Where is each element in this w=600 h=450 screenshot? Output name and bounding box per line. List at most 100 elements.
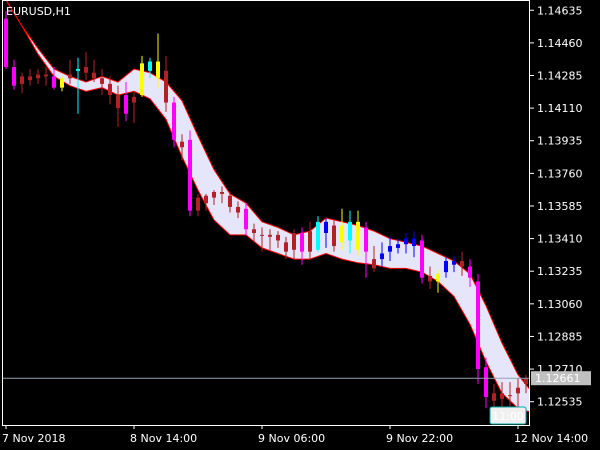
candle-body bbox=[244, 208, 248, 230]
candle-body bbox=[428, 275, 432, 282]
candle bbox=[268, 229, 272, 250]
candle-body bbox=[348, 221, 352, 241]
candle-body bbox=[28, 76, 32, 81]
y-tick-label: 1.12535 bbox=[537, 396, 583, 409]
candle bbox=[12, 59, 16, 90]
candle bbox=[220, 186, 224, 204]
candle bbox=[276, 231, 280, 248]
candle bbox=[212, 190, 216, 206]
y-tick-label: 1.13060 bbox=[537, 298, 583, 311]
candle-body bbox=[156, 61, 160, 79]
x-axis: 7 Nov 2018 8 Nov 14:00 9 Nov 06:00 9 Nov 22… bbox=[2, 425, 588, 445]
candle bbox=[180, 134, 184, 161]
candle bbox=[316, 216, 320, 252]
candle bbox=[452, 255, 456, 273]
candle bbox=[164, 55, 168, 112]
candle bbox=[4, 11, 8, 69]
candle bbox=[252, 223, 256, 243]
candle bbox=[364, 221, 368, 278]
candle bbox=[140, 55, 144, 97]
candle bbox=[124, 82, 128, 122]
y-tick-label: 1.14460 bbox=[537, 37, 583, 50]
candle-body bbox=[364, 227, 368, 252]
candle-body bbox=[380, 253, 384, 260]
candle-body bbox=[68, 74, 72, 79]
candle bbox=[244, 203, 248, 235]
candle-body bbox=[316, 221, 320, 250]
candle bbox=[196, 193, 200, 217]
candle-body bbox=[500, 393, 504, 399]
candle bbox=[68, 59, 72, 84]
candle bbox=[388, 236, 392, 261]
x-tick-label: 12 Nov 14:00 bbox=[514, 432, 588, 445]
candle bbox=[156, 33, 160, 88]
candle-body bbox=[252, 229, 256, 234]
candle bbox=[60, 76, 64, 92]
y-tick-label: 1.13585 bbox=[537, 200, 583, 213]
candle bbox=[508, 382, 512, 411]
candle-body bbox=[276, 234, 280, 241]
candle-body bbox=[332, 225, 336, 247]
candle-body bbox=[76, 68, 80, 71]
candle-body bbox=[324, 221, 328, 234]
candle-body bbox=[204, 195, 208, 204]
candle bbox=[92, 59, 96, 83]
band-lower-line bbox=[5, 0, 531, 413]
candle bbox=[332, 219, 336, 252]
candle-body bbox=[476, 281, 480, 370]
candle-body bbox=[124, 95, 128, 114]
candle-body bbox=[292, 233, 296, 250]
candle-body bbox=[44, 74, 48, 77]
candle bbox=[132, 91, 136, 124]
candle-body bbox=[356, 221, 360, 250]
candle-body bbox=[492, 393, 496, 401]
y-tick-label: 1.13760 bbox=[537, 167, 583, 180]
candle bbox=[396, 238, 400, 254]
candle-body bbox=[60, 78, 64, 88]
candle-body bbox=[308, 231, 312, 252]
candle bbox=[340, 208, 344, 250]
candle-body bbox=[180, 141, 184, 148]
candle-body bbox=[236, 206, 240, 213]
candle-body bbox=[444, 260, 448, 273]
candle-body bbox=[404, 238, 408, 245]
candle bbox=[172, 96, 176, 148]
candle-body bbox=[468, 266, 472, 278]
current-price-label: 1.12661 bbox=[535, 372, 581, 385]
candle-body bbox=[148, 61, 152, 71]
time-marker-label: 11:00 bbox=[492, 410, 524, 423]
candle bbox=[300, 227, 304, 265]
candle-body bbox=[100, 78, 104, 84]
candle bbox=[188, 130, 192, 217]
candle bbox=[100, 68, 104, 96]
candle bbox=[516, 378, 520, 411]
candle-body bbox=[284, 242, 288, 252]
candle-body bbox=[460, 260, 464, 267]
candle-body bbox=[436, 274, 440, 282]
y-tick-label: 1.12885 bbox=[537, 330, 583, 343]
candles-layer bbox=[4, 11, 528, 422]
candle-body bbox=[452, 260, 456, 265]
candle bbox=[84, 52, 88, 81]
candle-body bbox=[12, 67, 16, 86]
candle-body bbox=[20, 76, 24, 84]
candle-body bbox=[228, 195, 232, 207]
candle-body bbox=[212, 191, 216, 198]
candle bbox=[428, 266, 432, 289]
candle-body bbox=[108, 83, 112, 96]
candle-body bbox=[116, 95, 120, 109]
candle-body bbox=[516, 387, 520, 394]
candle-body bbox=[260, 234, 264, 236]
candle-body bbox=[268, 234, 272, 237]
candle bbox=[420, 234, 424, 284]
candle-body bbox=[396, 244, 400, 248]
candle-body bbox=[412, 238, 416, 247]
candle bbox=[44, 67, 48, 86]
x-tick-label: 9 Nov 22:00 bbox=[386, 432, 453, 445]
candle-body bbox=[388, 246, 392, 252]
y-tick-label: 1.14110 bbox=[537, 102, 583, 115]
candle bbox=[116, 85, 120, 127]
candle-body bbox=[4, 18, 8, 68]
symbol-label: EURUSD,H1 bbox=[6, 5, 71, 18]
